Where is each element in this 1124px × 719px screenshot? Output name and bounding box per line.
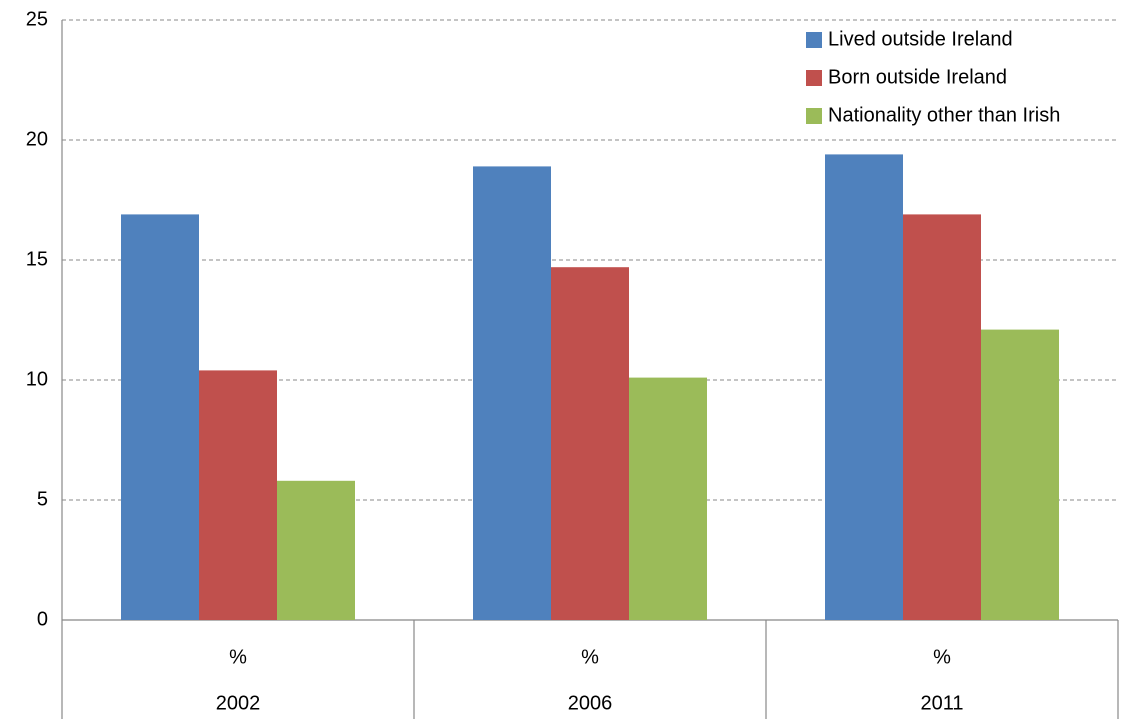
y-tick-label: 10 [26, 368, 48, 390]
x-tick-label: 2011 [920, 692, 963, 714]
x-tick-label: 2002 [216, 692, 261, 714]
bar [825, 154, 903, 620]
legend-swatch [806, 32, 822, 48]
y-tick-label: 5 [37, 488, 48, 510]
y-tick-label: 0 [37, 608, 48, 630]
bar [551, 267, 629, 620]
x-tick-label: 2006 [568, 692, 613, 714]
y-tick-label: 20 [26, 128, 48, 150]
legend-swatch [806, 70, 822, 86]
bar [903, 214, 981, 620]
bar [277, 480, 355, 620]
legend-swatch [806, 108, 822, 124]
legend-label: Nationality other than Irish [828, 104, 1060, 126]
bar [121, 214, 199, 620]
legend-label: Lived outside Ireland [828, 28, 1013, 50]
x-tick-sublabel: % [229, 646, 247, 668]
bar [473, 166, 551, 620]
bar [981, 329, 1059, 620]
bar [629, 377, 707, 620]
x-tick-sublabel: % [581, 646, 599, 668]
x-tick-sublabel: % [933, 646, 951, 668]
y-tick-label: 15 [26, 248, 48, 270]
legend-label: Born outside Ireland [828, 66, 1007, 88]
bar [199, 370, 277, 620]
y-tick-label: 25 [26, 8, 48, 30]
